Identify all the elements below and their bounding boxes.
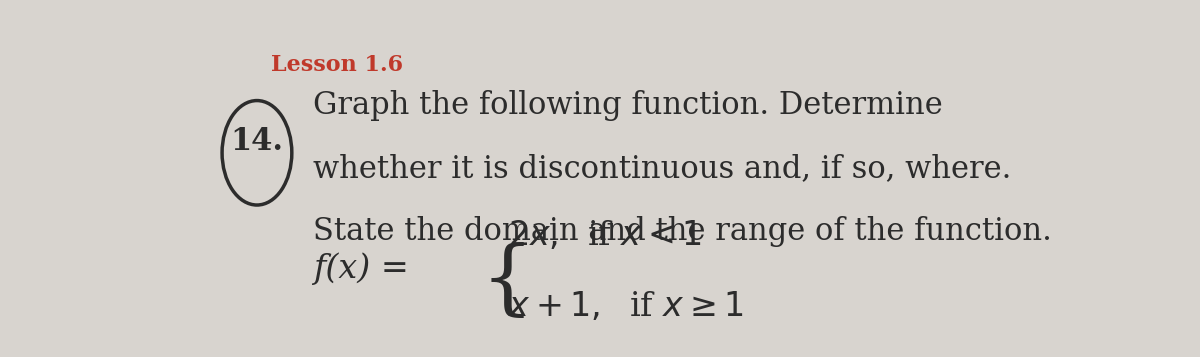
Text: {: { bbox=[480, 242, 533, 322]
Text: 14.: 14. bbox=[230, 126, 283, 157]
Text: f(x) =: f(x) = bbox=[313, 252, 409, 285]
Text: $x + 1,$  if $x \geq 1$: $x + 1,$ if $x \geq 1$ bbox=[508, 290, 744, 323]
Text: $2x,$  if $x < 1$: $2x,$ if $x < 1$ bbox=[508, 219, 702, 252]
Text: Lesson 1.6: Lesson 1.6 bbox=[271, 54, 403, 76]
Text: whether it is discontinuous and, if so, where.: whether it is discontinuous and, if so, … bbox=[313, 153, 1012, 184]
Text: Graph the following function. Determine: Graph the following function. Determine bbox=[313, 90, 942, 121]
Text: State the domain and the range of the function.: State the domain and the range of the fu… bbox=[313, 216, 1051, 247]
